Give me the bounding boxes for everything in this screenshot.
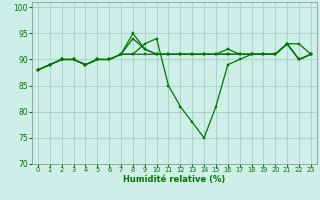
X-axis label: Humidité relative (%): Humidité relative (%) [123, 175, 226, 184]
